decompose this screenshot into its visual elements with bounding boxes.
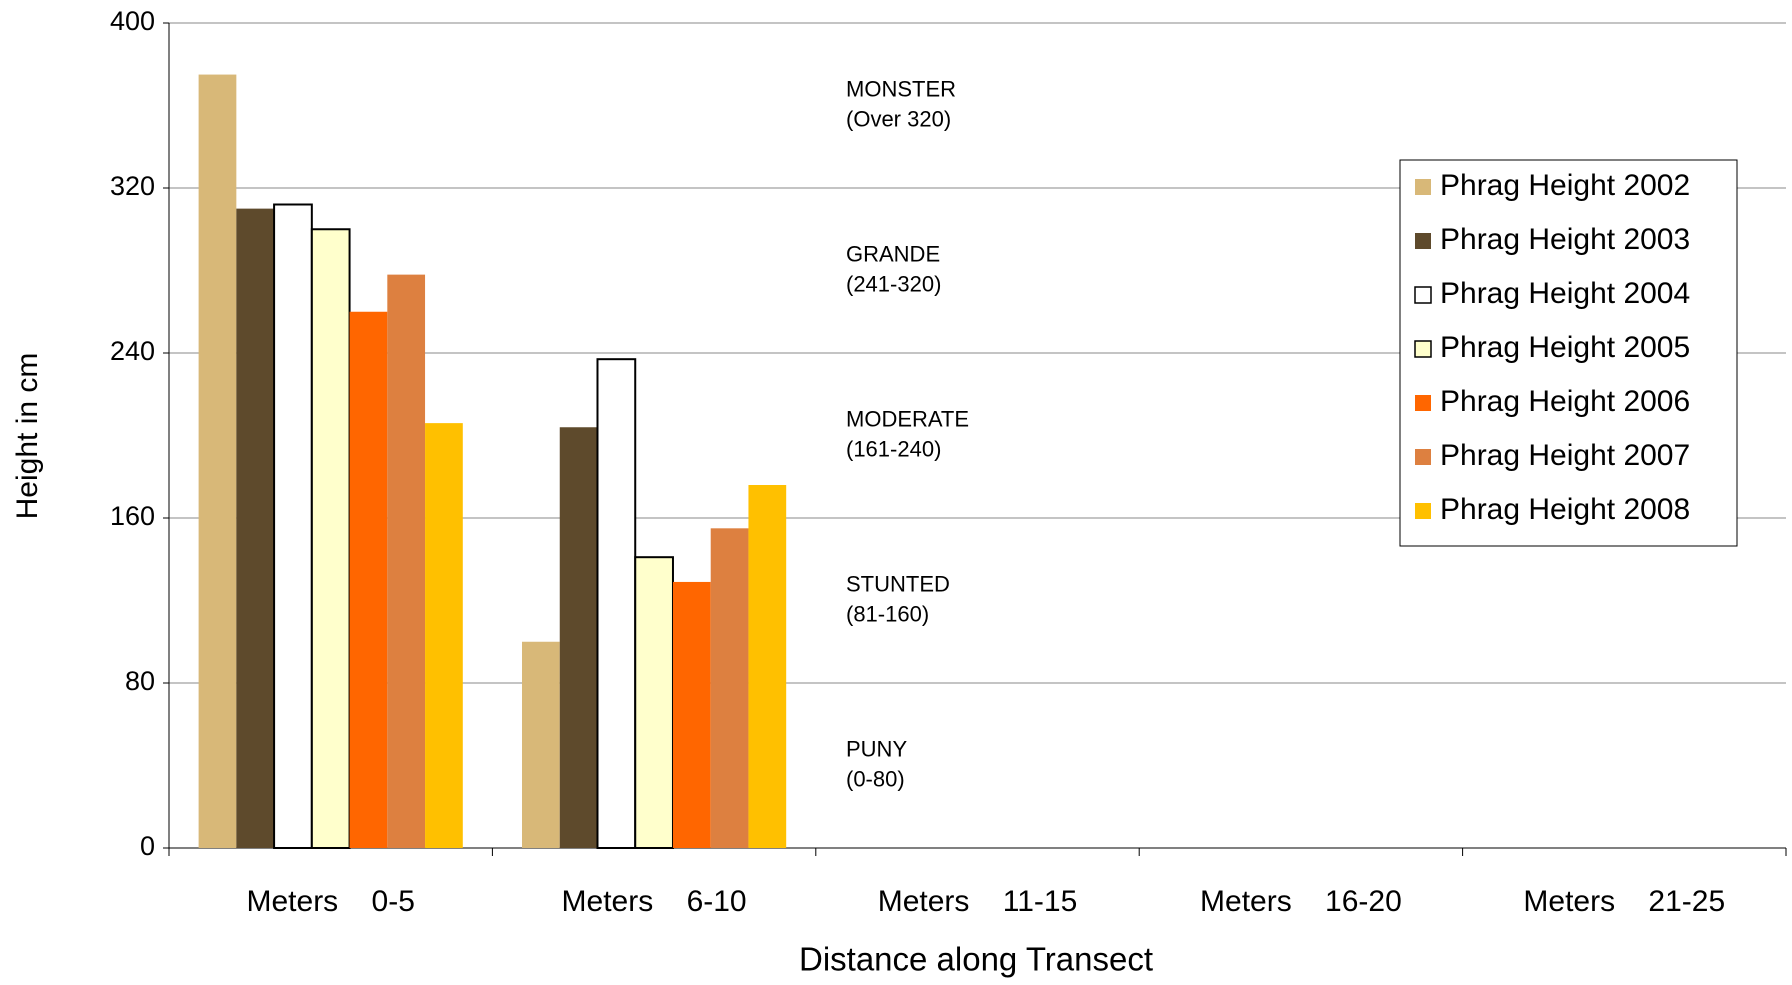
x-tick-label: Meters 6-10 bbox=[562, 885, 747, 918]
band-label: MONSTER bbox=[846, 76, 956, 101]
band-range: (81-160) bbox=[846, 601, 929, 626]
legend-swatch bbox=[1415, 395, 1431, 411]
legend-label: Phrag Height 2008 bbox=[1440, 493, 1690, 526]
y-tick-label: 160 bbox=[110, 501, 155, 531]
y-tick-label: 240 bbox=[110, 336, 155, 366]
legend-box bbox=[1399, 159, 1738, 547]
bar bbox=[273, 203, 313, 849]
legend-label: Phrag Height 2003 bbox=[1440, 223, 1690, 256]
legend-swatch bbox=[1414, 286, 1432, 304]
y-tick-label: 80 bbox=[125, 666, 155, 696]
bar bbox=[387, 274, 426, 848]
bar bbox=[672, 581, 711, 848]
bar bbox=[710, 528, 749, 848]
y-tick-label: 320 bbox=[110, 171, 155, 201]
x-tick-label: Meters 16-20 bbox=[1200, 885, 1402, 918]
x-tick-label: Meters 21-25 bbox=[1523, 885, 1725, 918]
band-label: STUNTED bbox=[846, 571, 950, 596]
band-label: MODERATE bbox=[846, 406, 969, 431]
legend-swatch bbox=[1415, 233, 1431, 249]
bar bbox=[559, 427, 598, 848]
legend-swatch bbox=[1415, 503, 1431, 519]
legend-swatch bbox=[1414, 340, 1432, 358]
bar bbox=[748, 485, 787, 848]
band-label: GRANDE bbox=[846, 241, 940, 266]
bar bbox=[349, 311, 388, 848]
bar bbox=[310, 228, 351, 849]
legend-swatch bbox=[1415, 179, 1431, 195]
bar bbox=[425, 423, 463, 848]
legend-swatch bbox=[1415, 449, 1431, 465]
bar bbox=[634, 556, 674, 849]
band-label: PUNY bbox=[846, 736, 907, 761]
legend-label: Phrag Height 2005 bbox=[1440, 331, 1690, 364]
band-range: (0-80) bbox=[846, 766, 905, 791]
bar bbox=[236, 208, 275, 848]
band-range: (Over 320) bbox=[846, 106, 951, 131]
y-axis-title: Height in cm bbox=[11, 353, 44, 520]
x-axis-title: Distance along Transect bbox=[799, 941, 1153, 978]
band-range: (161-240) bbox=[846, 436, 941, 461]
y-tick-label: 0 bbox=[140, 831, 155, 861]
bar bbox=[198, 74, 237, 848]
legend-label: Phrag Height 2006 bbox=[1440, 385, 1690, 418]
legend-label: Phrag Height 2007 bbox=[1440, 439, 1690, 472]
legend-label: Phrag Height 2004 bbox=[1440, 277, 1690, 310]
band-range: (241-320) bbox=[846, 271, 941, 296]
bar bbox=[522, 641, 560, 848]
y-tick-label: 400 bbox=[110, 6, 155, 36]
legend-label: Phrag Height 2002 bbox=[1440, 169, 1690, 202]
x-tick-label: Meters 0-5 bbox=[247, 885, 415, 918]
x-tick-label: Meters 11-15 bbox=[878, 885, 1078, 918]
bar bbox=[596, 358, 637, 849]
